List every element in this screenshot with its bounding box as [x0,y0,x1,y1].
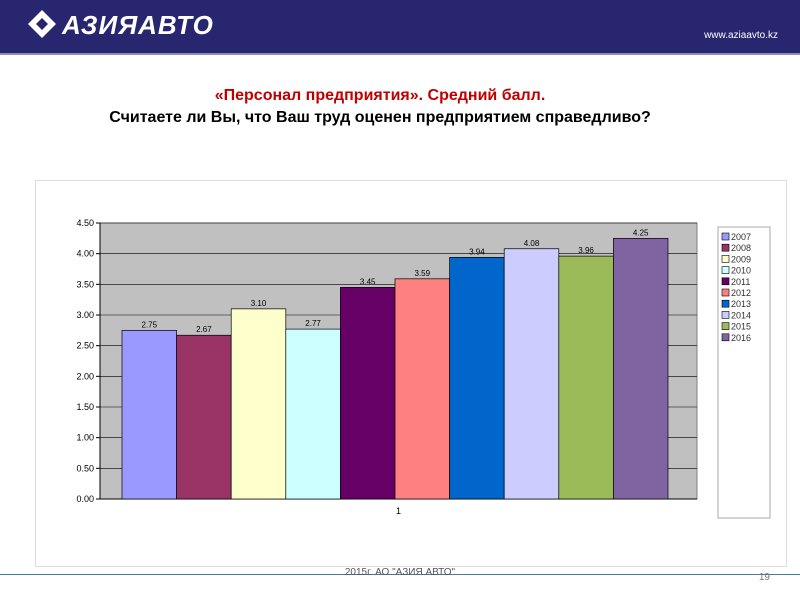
y-tick-label: 2.00 [76,371,94,381]
legend-swatch-2010 [721,266,730,274]
y-tick-label: 4.50 [76,218,94,228]
y-tick-label: 3.00 [76,310,94,320]
title-line-1: «Персонал предприятия». Средний балл. [214,87,546,104]
y-tick-label: 4.00 [76,249,94,259]
bar-2007 [121,329,177,500]
logo-icon [28,10,56,38]
legend-swatch-2008 [721,243,730,252]
legend-swatch-2014 [721,311,730,319]
bar-2015 [558,255,614,500]
y-tick-label: 0.00 [76,494,94,504]
data-label: 4.25 [633,228,649,237]
website-url: www.aziaavto.kz [704,30,778,41]
y-tick-label: 3.50 [76,279,94,289]
page-number: 19 [758,572,770,583]
legend-swatch-2009 [721,255,730,263]
header-bar: АЗИЯАВТО www.aziaavto.kz [0,0,800,55]
legend-label: 2014 [731,310,751,320]
legend-label: 2010 [731,266,751,276]
y-tick-label: 1.00 [76,433,94,443]
legend-label: 2015 [731,322,751,332]
legend-swatch-2007 [721,232,730,241]
data-label: 2.75 [142,320,158,329]
bar-2013 [449,256,505,500]
x-tick-label: 1 [396,506,401,516]
data-label: 3.10 [251,299,267,308]
bar-2016 [613,237,669,500]
legend-label: 2011 [731,277,750,287]
legend-label: 2013 [731,299,751,309]
data-label: 4.08 [524,239,540,248]
brand-logo-text: АЗИЯАВТО [62,10,214,40]
bar-2014 [503,248,560,500]
footer-divider [0,574,800,575]
legend-label: 2016 [731,333,751,343]
legend-swatch-2012 [721,288,730,297]
legend-swatch-2011 [721,277,730,286]
data-label: 3.94 [469,247,485,256]
y-tick-label: 0.50 [76,463,94,473]
bar-2011 [340,287,396,500]
legend-swatch-2013 [721,299,730,308]
legend-label: 2012 [731,288,751,298]
title-line-2: Считаете ли Вы, что Ваш труд оценен пред… [109,109,651,126]
legend-label: 2009 [731,254,751,264]
legend-swatch-2016 [721,333,730,342]
legend-swatch-2015 [721,322,730,330]
y-tick-label: 1.50 [76,402,94,412]
y-tick-label: 2.50 [76,341,94,351]
data-label: 3.59 [415,269,431,278]
data-label: 2.67 [196,325,212,334]
data-label: 3.45 [360,277,376,286]
bar-2010 [285,328,341,500]
data-label: 3.96 [578,246,594,255]
bar-2012 [394,278,450,500]
bar-2008 [176,334,232,500]
legend [717,226,771,519]
legend-label: 2007 [731,232,751,242]
footer-text: 2015г. АО "АЗИЯ АВТО" [344,567,456,578]
slide-title: «Персонал предприятия». Средний балл. Сч… [100,85,660,129]
legend-label: 2008 [731,243,751,253]
data-label: 2.77 [305,319,321,328]
bar-2009 [230,308,287,500]
